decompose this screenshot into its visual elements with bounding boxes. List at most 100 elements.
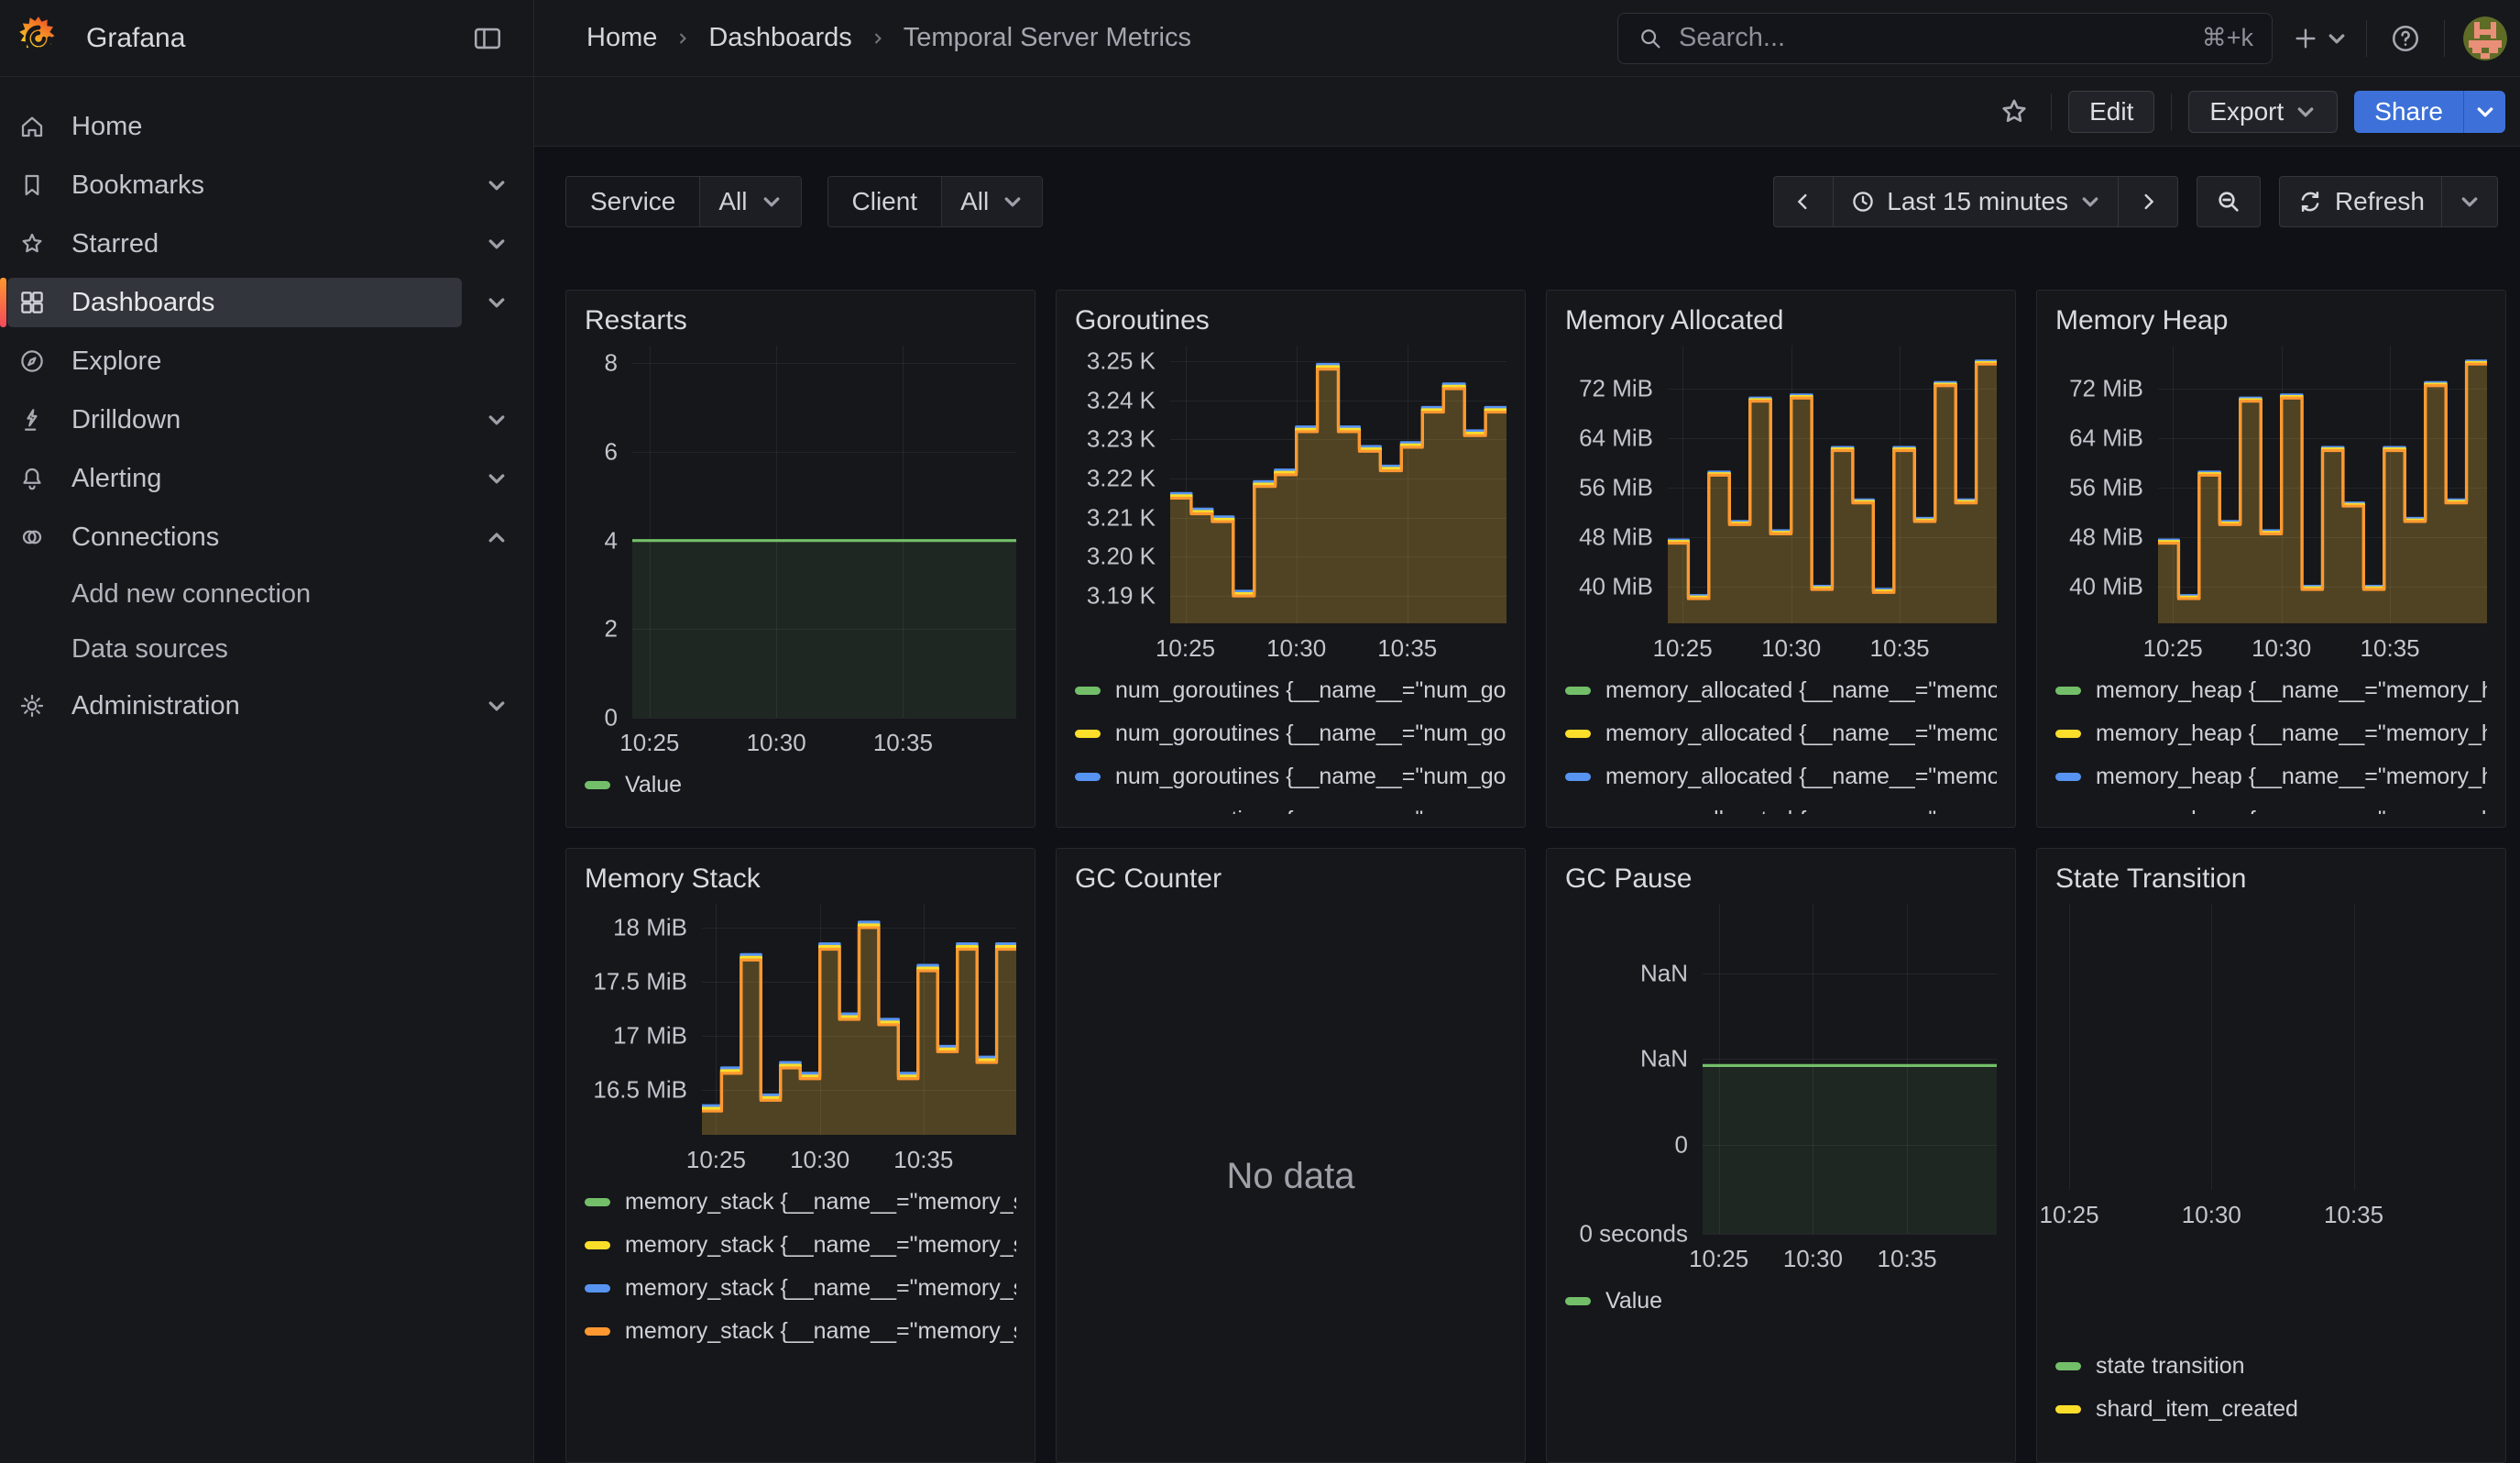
legend-series-label: Value [625,771,683,798]
sidebar-item-data-sources[interactable]: Data sources [0,622,533,676]
time-shift-back-button[interactable] [1774,177,1833,226]
plot-area[interactable] [1668,346,1997,623]
legend-item[interactable]: memory_stack {__name__="memory_stack [585,1317,1016,1345]
plot-area[interactable] [632,346,1016,719]
gridline [2211,904,2213,1190]
legend-item[interactable]: shard_item_created [2055,1395,2487,1423]
panel-title[interactable]: Restarts [585,305,687,336]
sidebar-item-dashboards[interactable]: Dashboards [0,273,533,332]
legend-item[interactable]: num_goroutines {__name__="num_goroutines [1075,806,1507,815]
zoom-out-button[interactable] [2197,177,2260,226]
x-tick-label: 10:25 [685,1146,746,1173]
sidebar-toggle-button[interactable] [467,18,508,59]
edit-button[interactable]: Edit [2068,90,2155,133]
plot-area[interactable] [1703,904,1997,1235]
chevron-down-icon[interactable] [486,292,508,314]
chevron-down-icon[interactable] [486,174,508,196]
sidebar-item-drilldown[interactable]: Drilldown [0,390,533,449]
sidebar-item-home[interactable]: Home [0,97,533,156]
active-accent-bar [0,278,6,327]
panel-title[interactable]: Memory Heap [2055,305,2229,336]
legend-item[interactable]: Value [585,771,1016,798]
client-filter-value[interactable]: All [942,177,1043,226]
panel-title[interactable]: GC Pause [1565,864,1693,894]
gridline [2069,904,2071,1190]
series-graph [632,346,1016,718]
sidebar-item-administration[interactable]: Administration [0,676,533,735]
legend-item[interactable]: num_goroutines {__name__="num_goroutines [1075,720,1507,747]
x-axis: 10:25 10:30 10:35 [1653,623,1997,664]
export-button[interactable]: Export [2188,90,2339,133]
sidebar-item-add-new-connection[interactable]: Add new connection [0,566,533,622]
service-filter-value[interactable]: All [700,177,801,226]
sidebar-item-explore[interactable]: Explore [0,332,533,390]
legend-item[interactable]: num_goroutines {__name__="num_goroutines [1075,763,1507,790]
search-input[interactable] [1679,23,2187,53]
panel-title[interactable]: Memory Stack [585,864,761,894]
share-button[interactable]: Share [2354,90,2463,133]
panel-title[interactable]: GC Counter [1075,864,1222,894]
plot-area[interactable] [2158,346,2487,623]
series-graph [1170,346,1507,623]
breadcrumb-dashboards[interactable]: Dashboards [708,23,852,52]
panel-title[interactable]: State Transition [2055,864,2247,894]
x-tick-label: 10:35 [1377,634,1438,662]
panel-title[interactable]: Memory Allocated [1565,305,1784,336]
share-menu-button[interactable] [2463,90,2505,133]
dashboard-toolbar: Edit Export Share [534,77,2520,147]
time-range-picker[interactable]: Last 15 minutes [1833,177,2118,226]
legend-item[interactable]: Value [1565,1287,1997,1314]
chevron-down-icon[interactable] [486,468,508,490]
legend-item[interactable]: state transition [2055,1352,2487,1380]
time-shift-forward-button[interactable] [2117,177,2177,226]
home-icon [21,116,43,138]
legend-item[interactable]: memory_stack {__name__="memory_stack [585,1231,1016,1259]
gridline [1682,346,1684,623]
new-button[interactable] [2291,16,2348,60]
legend-item[interactable]: memory_allocated {__name__="memory_alloc… [1565,763,1997,790]
legend-series-marker [1565,772,1591,781]
time-range-label: Last 15 minutes [1887,187,2068,215]
y-axis: 18 MiB 17.5 MiB 17 MiB 16.5 MiB [585,904,702,1135]
legend-item[interactable]: num_goroutines {__name__="num_goroutines [1075,676,1507,704]
gridline [2390,346,2392,623]
sidebar-item-starred[interactable]: Starred [0,214,533,273]
legend-item[interactable]: memory_allocated {__name__="memory_alloc… [1565,806,1997,815]
legend-item[interactable]: memory_stack {__name__="memory_stack [585,1274,1016,1302]
chevron-up-icon[interactable] [486,526,508,548]
plot-area[interactable] [702,904,1016,1135]
chart-area: 72 MiB 64 MiB 56 MiB 48 MiB 40 MiB 10:25 10:3… [1565,346,1997,664]
search-box[interactable]: ⌘+k [1617,12,2273,64]
legend-item[interactable]: memory_allocated {__name__="memory_alloc… [1565,676,1997,704]
plot-area[interactable] [2039,904,2505,1190]
legend-item[interactable]: memory_stack {__name__="memory_stack [585,1188,1016,1216]
legend-item[interactable]: memory_heap {__name__="memory_heap [2055,676,2487,704]
star-outline-icon [2002,99,2026,122]
help-button[interactable] [2385,16,2426,60]
panel-title[interactable]: Goroutines [1075,305,1210,336]
legend-series-label: num_goroutines {__name__="num_goroutines [1115,676,1507,703]
chevron-down-icon[interactable] [486,695,508,717]
sidebar-item-alerting[interactable]: Alerting [0,449,533,508]
breadcrumb-home[interactable]: Home [586,23,658,52]
refresh-interval-button[interactable] [2441,177,2497,226]
favorite-button[interactable] [1994,90,2034,134]
legend-item[interactable]: memory_heap {__name__="memory_heap [2055,763,2487,790]
plus-icon [2295,28,2316,49]
sidebar-item-bookmarks[interactable]: Bookmarks [0,156,533,214]
legend-item[interactable]: memory_heap {__name__="memory_heap [2055,806,2487,815]
legend-item[interactable]: memory_allocated {__name__="memory_alloc… [1565,720,1997,747]
user-avatar[interactable] [2463,16,2507,60]
sidebar-item-label: Starred [71,228,159,258]
grafana-logo-icon[interactable] [15,15,62,62]
x-tick-label: 10:30 [2181,1201,2241,1228]
y-tick-label: 3.21 K [1086,503,1156,532]
sidebar-item-connections[interactable]: Connections [0,508,533,566]
x-tick-label: 10:35 [2324,1201,2384,1228]
legend-item[interactable]: memory_heap {__name__="memory_heap [2055,720,2487,747]
refresh-button[interactable]: Refresh [2280,177,2441,226]
chevron-down-icon[interactable] [486,409,508,431]
plot-area[interactable] [1170,346,1507,623]
chevron-down-icon[interactable] [486,233,508,255]
legend-series-marker [585,1283,610,1292]
